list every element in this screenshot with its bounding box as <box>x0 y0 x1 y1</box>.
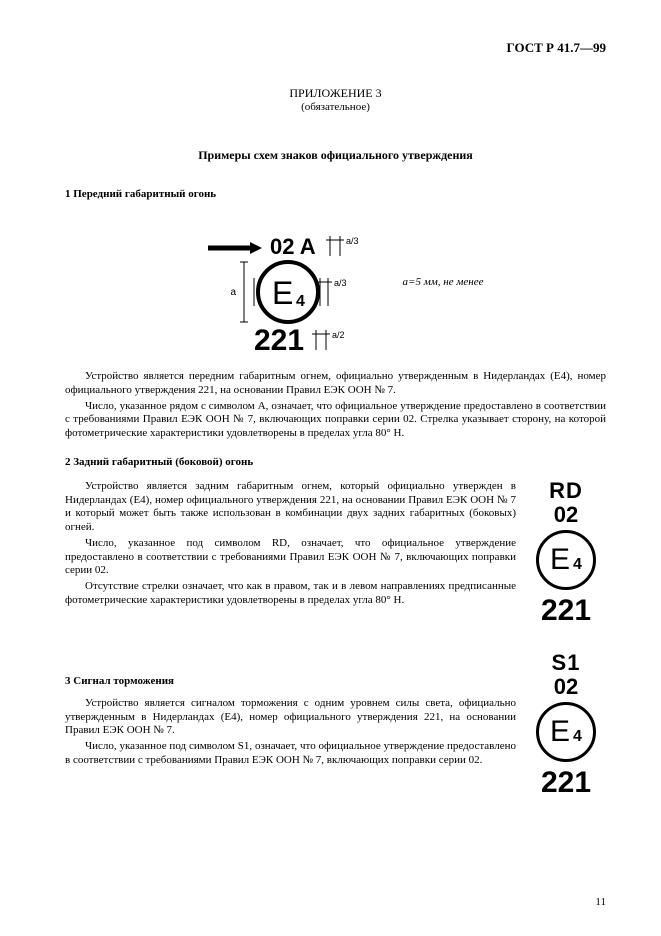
mark-02-label-2: 02 <box>526 674 606 700</box>
mark-rd-label: RD <box>526 478 606 504</box>
svg-text:02 A: 02 A <box>270 234 316 259</box>
section1-para2: Число, указанное рядом с символом A, озн… <box>65 400 606 441</box>
mark-221-label: 221 <box>526 594 606 628</box>
figure-caption: a=5 мм, не менее <box>403 276 484 288</box>
e-letter-2: E <box>550 715 570 749</box>
e-letter: E <box>550 543 570 577</box>
section2-title: 2 Задний габаритный (боковой) огонь <box>65 456 606 468</box>
svg-text:a/2: a/2 <box>332 330 345 340</box>
section2-para3: Отсутствие стрелки означает, что как в п… <box>65 580 516 608</box>
section1-figure: 02 A a/3 E 4 a/3 a 221 <box>65 212 606 352</box>
mark-s1-label: S1 <box>526 650 606 676</box>
svg-text:221: 221 <box>254 324 304 352</box>
section3-mark: S1 02 E 4 221 <box>526 650 606 800</box>
section3-title: 3 Сигнал торможения <box>65 675 516 687</box>
svg-text:a/3: a/3 <box>334 278 347 288</box>
appendix-title: ПРИЛОЖЕНИЕ 3 <box>65 86 606 101</box>
section1-title: 1 Передний габаритный огонь <box>65 188 606 200</box>
mark-221-label-2: 221 <box>526 766 606 800</box>
svg-text:a: a <box>230 287 236 298</box>
approval-circle-icon-2: E 4 <box>536 702 596 762</box>
approval-mark-diagram-icon: 02 A a/3 E 4 a/3 a 221 <box>188 212 378 352</box>
mark-02-label: 02 <box>526 502 606 528</box>
document-header: ГОСТ Р 41.7—99 <box>65 40 606 56</box>
e-number: 4 <box>573 556 582 574</box>
e-number-2: 4 <box>573 728 582 746</box>
page-number: 11 <box>595 896 606 908</box>
appendix-subtitle: (обязательное) <box>65 101 606 113</box>
main-title: Примеры схем знаков официального утвержд… <box>65 148 606 163</box>
svg-text:4: 4 <box>296 293 305 310</box>
section2-mark: RD 02 E 4 221 <box>526 478 606 628</box>
approval-circle-icon: E 4 <box>536 530 596 590</box>
svg-text:a/3: a/3 <box>346 236 359 246</box>
section3-para2: Число, указанное под символом S1, означа… <box>65 740 516 768</box>
svg-text:E: E <box>272 275 293 311</box>
section3-para1: Устройство является сигналом торможения … <box>65 697 516 738</box>
section2-para1: Устройство является задним габаритным ог… <box>65 480 516 535</box>
section2-para2: Число, указанное под символом RD, означа… <box>65 537 516 578</box>
section1-para1: Устройство является передним габаритным … <box>65 370 606 398</box>
